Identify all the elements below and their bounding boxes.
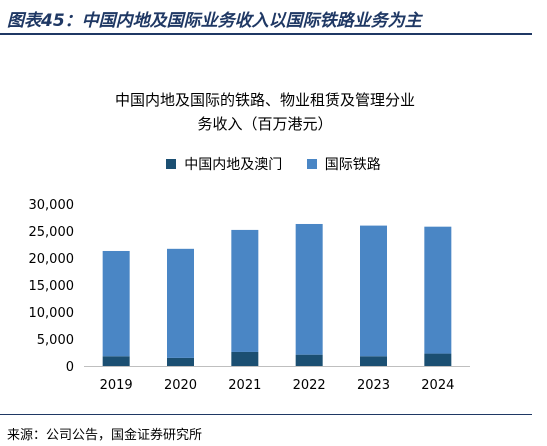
x-tick-label: 2024 bbox=[421, 378, 454, 393]
legend-label-international: 国际铁路 bbox=[324, 157, 381, 173]
bar-mainland bbox=[295, 354, 323, 366]
bar-mainland bbox=[424, 353, 452, 366]
legend-swatch-international bbox=[306, 159, 317, 169]
y-tick-label: 30,000 bbox=[29, 198, 75, 213]
legend-swatch-mainland bbox=[166, 159, 177, 169]
y-tick-label: 15,000 bbox=[29, 279, 75, 294]
chart-title-line1: 中国内地及国际的铁路、物业租赁及管理分业 bbox=[114, 91, 415, 109]
legend-label-mainland: 中国内地及澳门 bbox=[184, 157, 283, 173]
y-tick-label: 20,000 bbox=[29, 252, 75, 267]
y-tick-label: 10,000 bbox=[29, 306, 75, 321]
y-tick-label: 0 bbox=[66, 360, 74, 375]
bar-mainland bbox=[231, 351, 259, 366]
bar-mainland bbox=[167, 357, 194, 366]
bar-international bbox=[360, 225, 387, 357]
y-tick-label: 25,000 bbox=[29, 225, 75, 240]
x-tick-label: 2023 bbox=[357, 378, 390, 393]
bar-international bbox=[102, 250, 130, 357]
legend-item-international: 国际铁路 bbox=[306, 154, 381, 174]
top-rule bbox=[0, 33, 532, 35]
y-tick-label: 5,000 bbox=[37, 333, 74, 348]
x-tick-label: 2021 bbox=[228, 378, 261, 393]
chart-title: 中国内地及国际的铁路、物业租赁及管理分业 务收入（百万港元） bbox=[75, 88, 455, 136]
bar-mainland bbox=[102, 356, 130, 366]
bar-international bbox=[424, 226, 452, 354]
chart-title-line2: 务收入（百万港元） bbox=[197, 115, 333, 133]
legend-item-mainland: 中国内地及澳门 bbox=[166, 154, 282, 174]
source-note: 来源：公司公告，国金证券研究所 bbox=[7, 428, 203, 443]
bar-international bbox=[231, 229, 259, 352]
legend: 中国内地及澳门 国际铁路 bbox=[0, 154, 547, 174]
figure-title: 图表45：中国内地及国际业务收入以国际铁路业务为主 bbox=[7, 11, 422, 31]
x-tick-label: 2019 bbox=[100, 378, 133, 393]
bottom-rule bbox=[0, 414, 532, 415]
x-tick-label: 2022 bbox=[293, 378, 326, 393]
x-tick-label: 2020 bbox=[164, 378, 197, 393]
bar-international bbox=[167, 248, 194, 358]
bar-mainland bbox=[360, 356, 387, 366]
bar-international bbox=[295, 223, 323, 355]
